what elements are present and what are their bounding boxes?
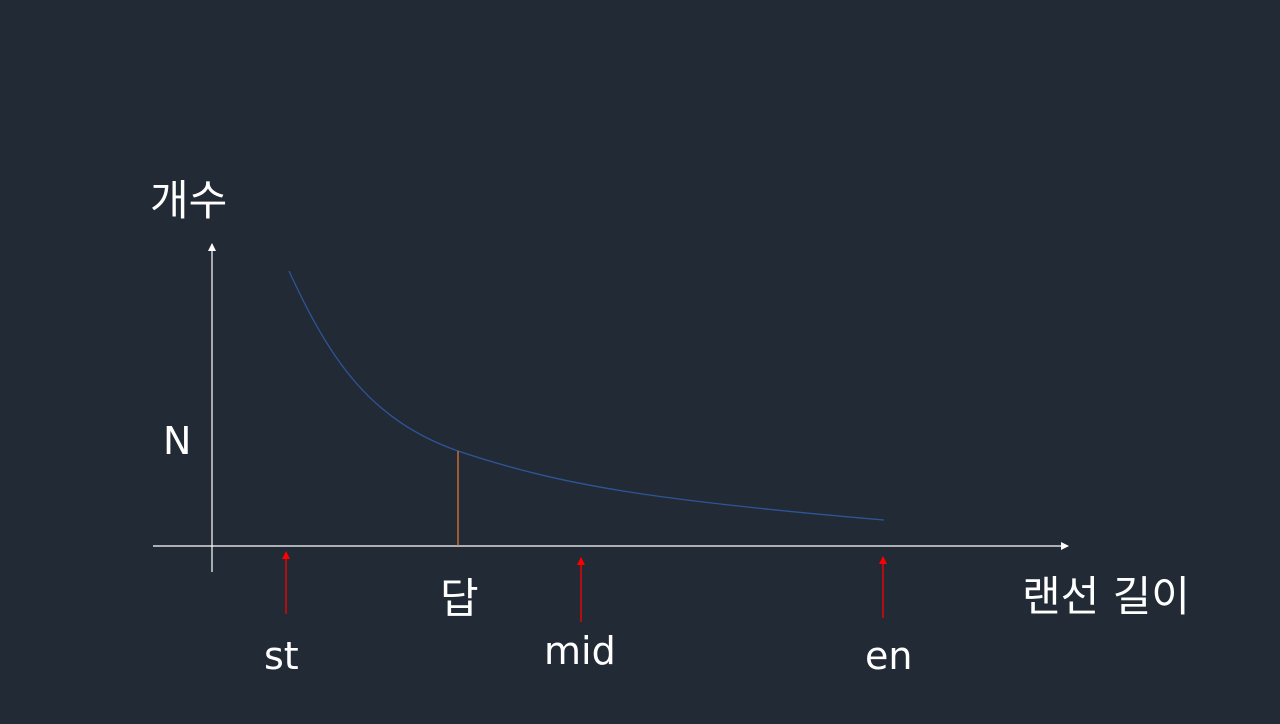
st-label: st	[264, 634, 299, 678]
x-axis-label: 랜선 길이	[1022, 572, 1190, 621]
count-curve	[288, 270, 885, 521]
answer-label: 답	[440, 574, 479, 623]
target-count-label: N	[163, 419, 192, 463]
mid-label: mid	[544, 629, 616, 673]
y-axis-label: 개수	[150, 176, 228, 225]
en-label: en	[865, 634, 913, 678]
